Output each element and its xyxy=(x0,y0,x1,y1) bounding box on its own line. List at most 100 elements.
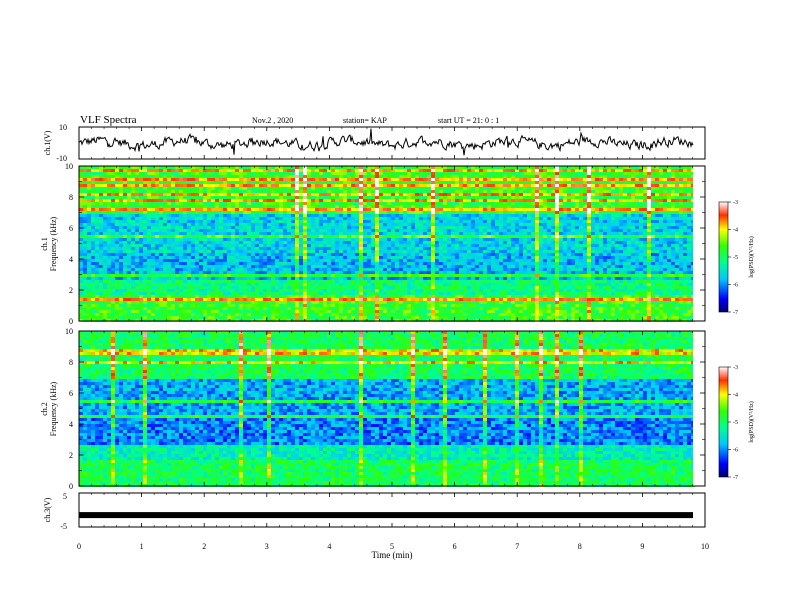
spectrogram-cell xyxy=(87,220,91,223)
spectrogram-cell xyxy=(167,187,171,190)
spectrogram-cell xyxy=(79,295,83,298)
spectrogram-cell xyxy=(447,316,451,319)
spectrogram-cell xyxy=(259,283,263,286)
spectrogram-cell xyxy=(319,247,323,250)
spectrogram-cell xyxy=(347,286,351,289)
spectrogram-cell xyxy=(207,220,211,223)
spectrogram-cell xyxy=(271,199,275,202)
spectrogram-cell xyxy=(111,280,115,283)
spectrogram-cell xyxy=(367,259,371,262)
spectrogram-cell xyxy=(155,244,159,247)
spectrogram-cell xyxy=(363,241,367,244)
spectrogram-cell xyxy=(115,271,119,274)
spectrogram-cell xyxy=(439,286,443,289)
spectrogram-cell xyxy=(263,295,267,298)
spectrogram-cell xyxy=(111,295,115,298)
spectrogram-cell xyxy=(411,265,415,268)
spectrogram-cell xyxy=(435,247,439,250)
spectrogram-cell xyxy=(291,262,295,265)
spectrogram-cell xyxy=(231,310,235,313)
spectrogram-cell xyxy=(319,193,323,196)
spectrogram-cell xyxy=(119,253,123,256)
spectrogram-cell xyxy=(399,307,403,310)
spectrogram-cell xyxy=(451,301,455,304)
spectrogram-cell xyxy=(111,292,115,295)
spectrogram-cell xyxy=(215,274,219,277)
spectrogram-cell xyxy=(175,286,179,289)
spectrogram-cell xyxy=(283,214,287,217)
spectrogram-cell xyxy=(91,235,95,238)
spectrogram-cell xyxy=(343,205,347,208)
spectrogram-cell xyxy=(211,232,215,235)
spectrogram-cell xyxy=(183,238,187,241)
spectrogram-cell xyxy=(427,184,431,187)
spectrogram-cell xyxy=(147,202,151,205)
spectrogram-cell xyxy=(391,202,395,205)
spectrogram-cell xyxy=(183,289,187,292)
spectrogram-cell xyxy=(391,289,395,292)
spectrogram-cell xyxy=(299,262,303,265)
spectrogram-cell xyxy=(275,256,279,259)
spectrogram-cell xyxy=(435,166,439,169)
spectrogram-cell xyxy=(127,247,131,250)
spectrogram-cell xyxy=(447,265,451,268)
spectrogram-cell xyxy=(259,259,263,262)
spectrogram-cell xyxy=(451,190,455,193)
spectrogram-cell xyxy=(247,241,251,244)
spectrogram-cell xyxy=(431,184,435,187)
spectrogram-cell xyxy=(83,247,87,250)
spectrogram-cell xyxy=(423,238,427,241)
spectrogram-cell xyxy=(251,169,255,172)
spectrogram-cell xyxy=(227,289,231,292)
spectrogram-cell xyxy=(339,295,343,298)
spectrogram-cell xyxy=(211,187,215,190)
spectrogram-cell xyxy=(431,244,435,247)
spectrogram-cell xyxy=(123,316,127,319)
spectrogram-cell xyxy=(247,253,251,256)
spectrogram-cell xyxy=(311,301,315,304)
spectrogram-cell xyxy=(183,295,187,298)
spectrogram-cell xyxy=(123,280,127,283)
spectrogram-cell xyxy=(375,220,379,223)
spectrogram-cell xyxy=(327,238,331,241)
spectrogram-cell xyxy=(91,274,95,277)
spectrogram-cell xyxy=(199,223,203,226)
spectrogram-cell xyxy=(211,310,215,313)
spectrogram-cell xyxy=(455,289,459,292)
spectrogram-cell xyxy=(215,280,219,283)
spectrogram-cell xyxy=(351,226,355,229)
spectrogram-cell xyxy=(275,196,279,199)
spectrogram-cell xyxy=(147,181,151,184)
spectrogram-cell xyxy=(411,190,415,193)
spectrogram-cell xyxy=(163,289,167,292)
spectrogram-cell xyxy=(411,208,415,211)
spectrogram-cell xyxy=(167,220,171,223)
spectrogram-cell xyxy=(135,193,139,196)
spectrogram-cell xyxy=(419,268,423,271)
spectrogram-cell xyxy=(83,190,87,193)
spectrogram-cell xyxy=(131,232,135,235)
spectrogram-cell xyxy=(455,229,459,232)
spectrogram-cell xyxy=(427,169,431,172)
spectrogram-cell xyxy=(191,175,195,178)
spectrogram-cell xyxy=(431,217,435,220)
spectrogram-cell xyxy=(399,289,403,292)
spectrogram-cell xyxy=(363,274,367,277)
spectrogram-cell xyxy=(127,259,131,262)
spectrogram-cell xyxy=(155,250,159,253)
spectrogram-cell xyxy=(143,247,147,250)
spectrogram-cell xyxy=(187,259,191,262)
spectrogram-cell xyxy=(139,208,143,211)
spectrogram-cell xyxy=(167,172,171,175)
spectrogram-cell xyxy=(411,181,415,184)
spectrogram-cell xyxy=(155,211,159,214)
spectrogram-cell xyxy=(155,217,159,220)
spectrogram-cell xyxy=(243,298,247,301)
spectrogram-cell xyxy=(203,229,207,232)
spectrogram-cell xyxy=(311,256,315,259)
spectrogram-cell xyxy=(279,247,283,250)
spectrogram-cell xyxy=(295,202,299,205)
spectrogram-cell xyxy=(123,292,127,295)
spectrogram-cell xyxy=(207,235,211,238)
spectrogram-cell xyxy=(203,244,207,247)
